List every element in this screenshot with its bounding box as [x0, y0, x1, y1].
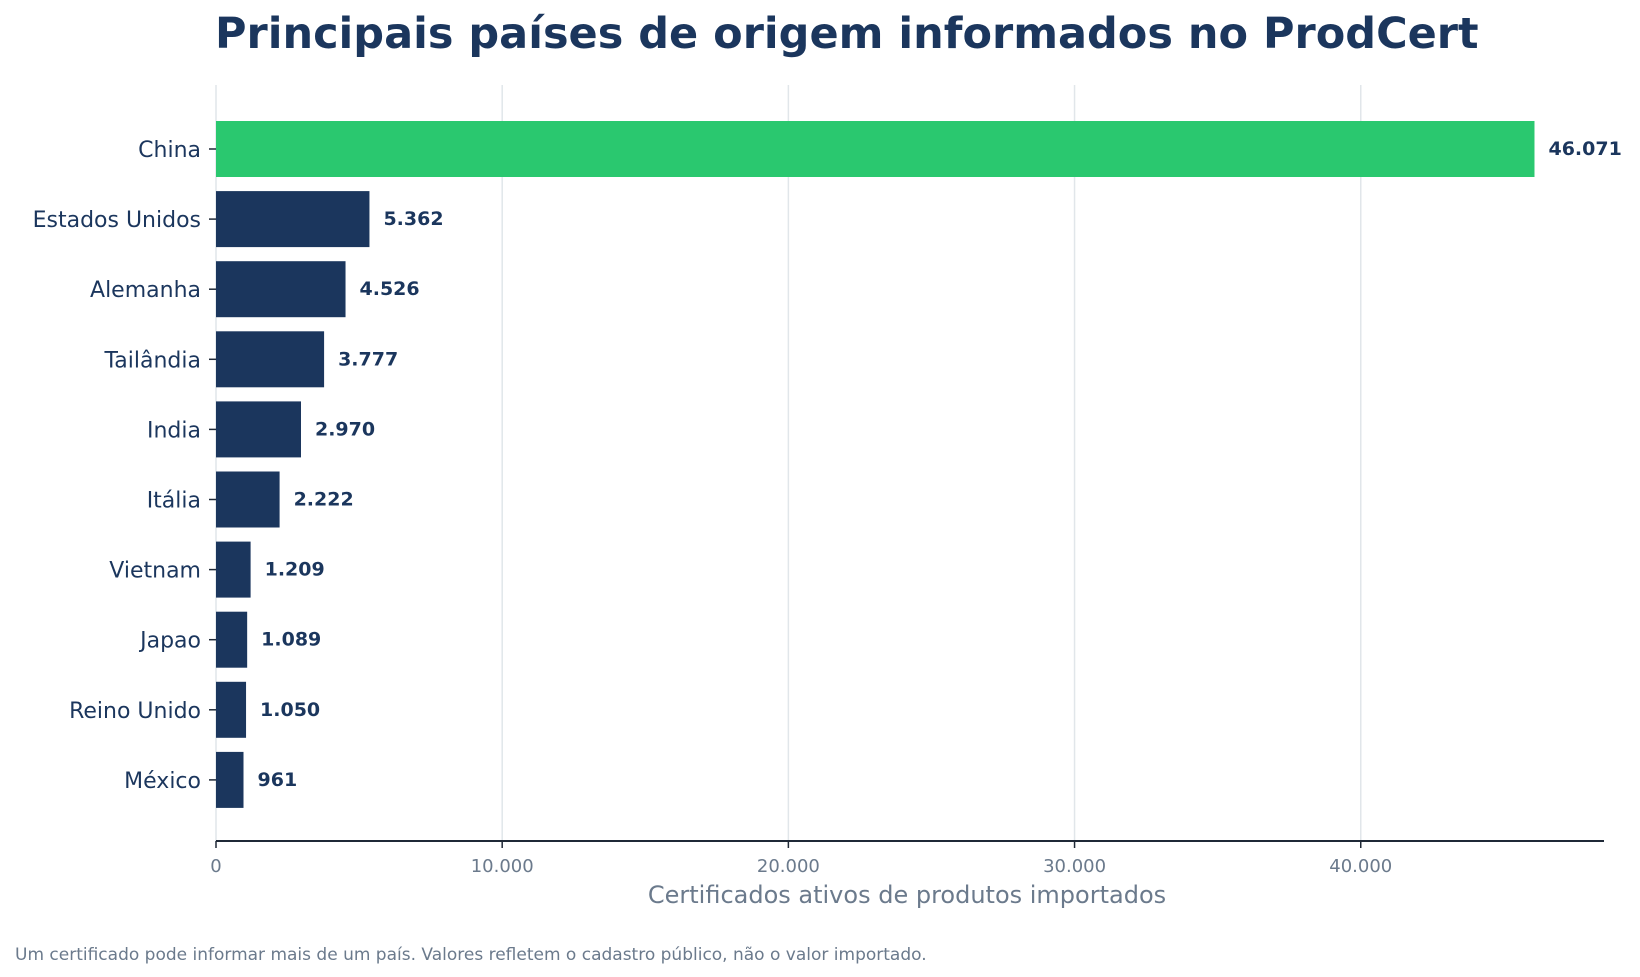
category-label: Estados Unidos [33, 208, 201, 233]
bar [216, 401, 301, 458]
value-label: 3.777 [338, 348, 398, 370]
grid-lines [215, 85, 1362, 841]
x-axis: 0 10.000 20.000 30.000 40.000 [210, 840, 1604, 877]
value-label: 1.089 [261, 629, 321, 651]
category-label: Alemanha [90, 278, 201, 303]
category-label: Tailândia [104, 348, 202, 373]
footnote: Um certificado pode informar mais de um … [15, 945, 927, 965]
category-label: Japao [138, 629, 201, 654]
x-tick-label: 0 [210, 856, 221, 877]
bar [216, 681, 247, 738]
category-label: India [147, 418, 201, 443]
value-labels: 46.071 5.362 4.526 3.777 2.970 2.222 1.209 1.08… [258, 138, 1622, 791]
category-label: México [124, 769, 201, 794]
value-label: 1.209 [265, 559, 325, 581]
x-tick-label: 40.000 [1329, 856, 1392, 877]
value-label: 46.071 [1548, 138, 1621, 160]
value-label: 2.222 [294, 489, 354, 511]
x-tick-label: 10.000 [471, 856, 534, 877]
bar [216, 261, 346, 318]
category-label: China [138, 138, 201, 163]
category-labels: China Estados Unidos Alemanha Tailândia Indi… [33, 138, 216, 794]
value-label: 5.362 [383, 208, 443, 230]
x-axis-title: Certificados ativos de produtos importad… [648, 881, 1166, 909]
bar [216, 751, 244, 808]
bar [216, 611, 248, 668]
value-label: 961 [258, 769, 298, 791]
chart-title: Principais países de origem informados n… [215, 9, 1479, 59]
bar [216, 541, 251, 598]
value-label: 2.970 [315, 418, 375, 440]
bar [216, 331, 325, 388]
value-label: 4.526 [360, 278, 420, 300]
x-tick-label: 20.000 [757, 856, 820, 877]
bar [216, 191, 370, 248]
bars [216, 121, 1535, 808]
category-label: Itália [147, 489, 201, 514]
x-tick-label: 30.000 [1043, 856, 1106, 877]
bar [216, 121, 1535, 177]
value-label: 1.050 [260, 699, 320, 721]
bar [216, 471, 280, 528]
category-label: Reino Unido [69, 699, 201, 724]
category-label: Vietnam [109, 559, 201, 584]
